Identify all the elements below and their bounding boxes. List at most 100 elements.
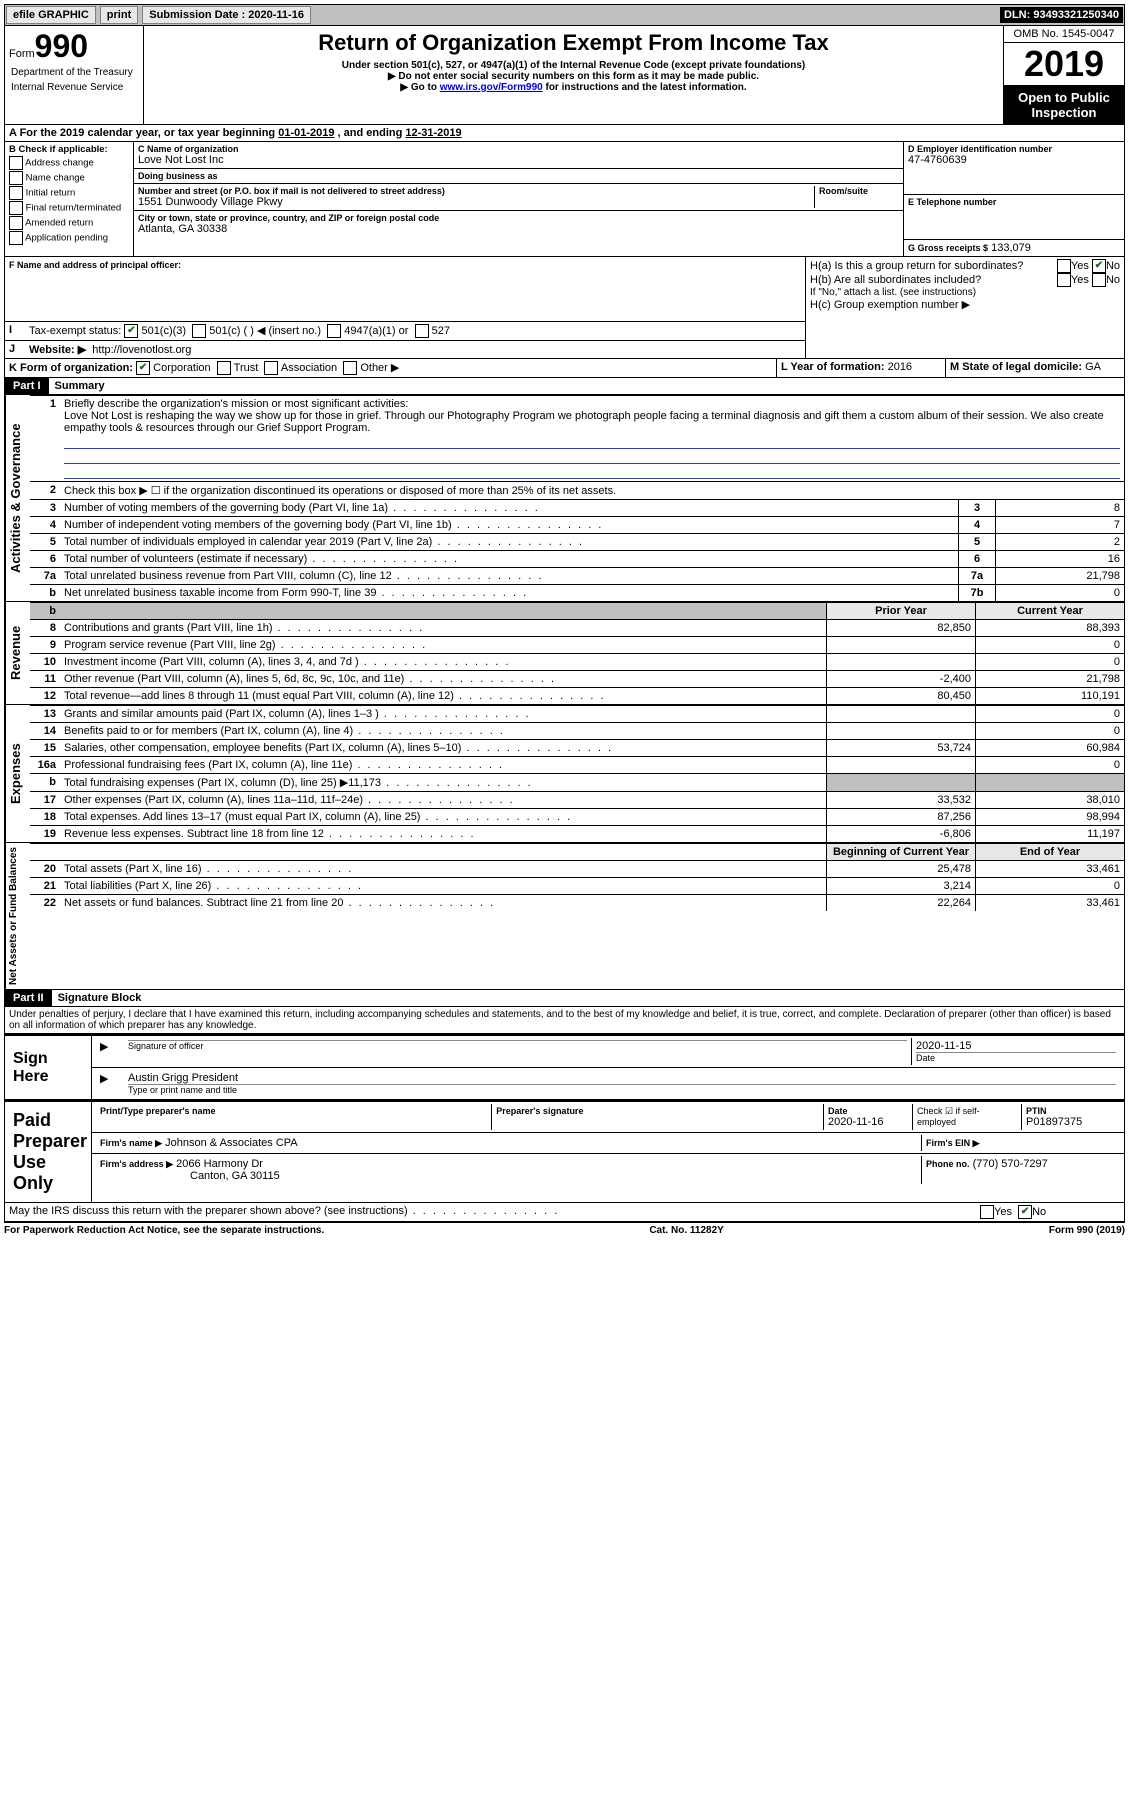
paid-preparer-label: Paid Preparer Use Only: [5, 1102, 92, 1202]
footer-right: Form 990 (2019): [1049, 1225, 1125, 1236]
city-state-zip: Atlanta, GA 30338: [138, 223, 899, 235]
gov-line-6: 6Total number of volunteers (estimate if…: [30, 551, 1124, 568]
street-address: 1551 Dunwoody Village Pkwy: [138, 196, 814, 208]
gov-line-7b: bNet unrelated business taxable income f…: [30, 585, 1124, 602]
exp-label: Expenses: [5, 705, 30, 842]
col-b-checkboxes: B Check if applicable: Address change Na…: [5, 142, 134, 256]
line-11: 11Other revenue (Part VIII, column (A), …: [30, 671, 1124, 688]
ha-yes[interactable]: [1057, 259, 1071, 273]
line-19: 19Revenue less expenses. Subtract line 1…: [30, 826, 1124, 843]
hb-no[interactable]: [1092, 273, 1106, 287]
principal-officer-label: F Name and address of principal officer:: [9, 260, 181, 270]
line-22: 22Net assets or fund balances. Subtract …: [30, 895, 1124, 912]
line-21: 21Total liabilities (Part X, line 26)3,2…: [30, 878, 1124, 895]
gov-line-5: 5Total number of individuals employed in…: [30, 534, 1124, 551]
print-button[interactable]: print: [100, 6, 138, 24]
firm-addr1: 2066 Harmony Dr: [176, 1158, 263, 1170]
line-13: 13Grants and similar amounts paid (Part …: [30, 706, 1124, 723]
net-label: Net Assets or Fund Balances: [5, 843, 30, 989]
subtitle-2: ▶ Do not enter social security numbers o…: [148, 71, 999, 82]
part-i-header: Part I: [5, 378, 49, 394]
line-12: 12Total revenue—add lines 8 through 11 (…: [30, 688, 1124, 705]
h-section: H(a) Is this a group return for subordin…: [806, 257, 1124, 358]
omb-number: OMB No. 1545-0047: [1004, 26, 1124, 42]
tax-year: 2019: [1004, 42, 1124, 86]
cb-initial-return[interactable]: Initial return: [9, 186, 129, 200]
website: http://lovenotlost.org: [92, 344, 191, 356]
discuss-yes[interactable]: [980, 1205, 994, 1219]
form-number-box: Form990 Department of the Treasury Inter…: [5, 26, 144, 125]
sign-here-label: Sign Here: [5, 1036, 92, 1099]
cb-address-change[interactable]: Address change: [9, 156, 129, 170]
self-employed-check[interactable]: Check ☑ if self-employed: [913, 1104, 1022, 1130]
line-9: 9Program service revenue (Part VIII, lin…: [30, 637, 1124, 654]
org-name: Love Not Lost Inc: [138, 154, 899, 166]
dept-irs: Internal Revenue Service: [9, 80, 139, 95]
cb-other[interactable]: [343, 361, 357, 375]
mission-text: Love Not Lost is reshaping the way we sh…: [64, 410, 1104, 434]
subtitle-1: Under section 501(c), 527, or 4947(a)(1)…: [148, 60, 999, 71]
form990-link[interactable]: www.irs.gov/Form990: [440, 82, 543, 93]
top-toolbar: efile GRAPHIC print Submission Date : 20…: [4, 4, 1125, 26]
col-d-e-g: D Employer identification number 47-4760…: [904, 142, 1124, 256]
subtitle-3: ▶ Go to www.irs.gov/Form990 for instruct…: [148, 82, 999, 93]
rev-label: Revenue: [5, 602, 30, 704]
cb-app-pending[interactable]: Application pending: [9, 231, 129, 245]
cb-527[interactable]: [415, 324, 429, 338]
state-domicile: GA: [1085, 361, 1101, 373]
ha-no[interactable]: [1092, 259, 1106, 273]
cb-assoc[interactable]: [264, 361, 278, 375]
gov-line-4: 4Number of independent voting members of…: [30, 517, 1124, 534]
line-a: A For the 2019 calendar year, or tax yea…: [4, 125, 1125, 142]
gov-line-7a: 7aTotal unrelated business revenue from …: [30, 568, 1124, 585]
cb-amended[interactable]: Amended return: [9, 216, 129, 230]
ptin: P01897375: [1026, 1116, 1116, 1128]
line-18: 18Total expenses. Add lines 13–17 (must …: [30, 809, 1124, 826]
dept-treasury: Department of the Treasury: [9, 65, 139, 80]
form-title: Return of Organization Exempt From Incom…: [148, 30, 999, 56]
firm-phone: (770) 570-7297: [973, 1158, 1048, 1170]
footer-left: For Paperwork Reduction Act Notice, see …: [4, 1225, 324, 1236]
part-i-title: Summary: [55, 380, 105, 392]
line-16a: 16aProfessional fundraising fees (Part I…: [30, 757, 1124, 774]
cb-501c[interactable]: [192, 324, 206, 338]
hc-group-exemption: H(c) Group exemption number ▶: [810, 298, 1120, 311]
line-14: 14Benefits paid to or for members (Part …: [30, 723, 1124, 740]
line-b: bTotal fundraising expenses (Part IX, co…: [30, 774, 1124, 792]
year-formation: 2016: [888, 361, 912, 373]
cb-4947[interactable]: [327, 324, 341, 338]
form-title-box: Return of Organization Exempt From Incom…: [144, 26, 1004, 125]
gross-receipts: 133,079: [991, 242, 1031, 254]
sign-date: 2020-11-15: [916, 1040, 1116, 1052]
line-15: 15Salaries, other compensation, employee…: [30, 740, 1124, 757]
line-10: 10Investment income (Part VIII, column (…: [30, 654, 1124, 671]
line-20: 20Total assets (Part X, line 16)25,47833…: [30, 861, 1124, 878]
firm-addr2: Canton, GA 30115: [190, 1170, 280, 1182]
cb-trust[interactable]: [217, 361, 231, 375]
ein: 47-4760639: [908, 154, 1120, 166]
discuss-text: May the IRS discuss this return with the…: [5, 1203, 976, 1221]
omb-box: OMB No. 1545-0047 2019 Open to Public In…: [1004, 26, 1124, 125]
prep-date: 2020-11-16: [828, 1116, 908, 1128]
gov-label: Activities & Governance: [5, 395, 30, 601]
dln-label: DLN: 93493321250340: [1000, 7, 1123, 23]
cb-corp[interactable]: [136, 361, 150, 375]
cb-final-return[interactable]: Final return/terminated: [9, 201, 129, 215]
line-8: 8Contributions and grants (Part VIII, li…: [30, 620, 1124, 637]
officer-name: Austin Grigg President: [128, 1072, 1116, 1084]
cb-501c3[interactable]: [124, 324, 138, 338]
gov-line-3: 3Number of voting members of the governi…: [30, 500, 1124, 517]
discuss-no[interactable]: [1018, 1205, 1032, 1219]
part-ii-header: Part II: [5, 990, 52, 1006]
col-c-name-address: C Name of organization Love Not Lost Inc…: [134, 142, 904, 256]
firm-name: Johnson & Associates CPA: [165, 1137, 297, 1149]
part-ii-title: Signature Block: [58, 992, 142, 1004]
submission-date-label: Submission Date : 2020-11-16: [142, 6, 311, 24]
efile-label: efile GRAPHIC: [6, 6, 96, 24]
footer-mid: Cat. No. 11282Y: [649, 1225, 723, 1236]
hb-yes[interactable]: [1057, 273, 1071, 287]
line-17: 17Other expenses (Part IX, column (A), l…: [30, 792, 1124, 809]
open-to-public: Open to Public Inspection: [1004, 86, 1124, 124]
cb-name-change[interactable]: Name change: [9, 171, 129, 185]
declaration: Under penalties of perjury, I declare th…: [4, 1007, 1125, 1034]
